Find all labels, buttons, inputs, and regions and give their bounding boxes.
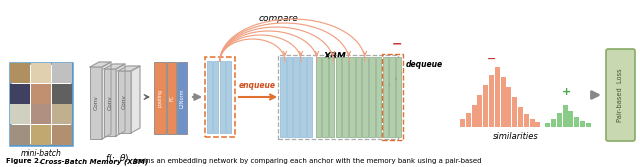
FancyBboxPatch shape	[300, 57, 306, 137]
FancyBboxPatch shape	[376, 57, 381, 137]
FancyBboxPatch shape	[322, 57, 328, 137]
FancyBboxPatch shape	[460, 119, 465, 127]
FancyBboxPatch shape	[167, 62, 176, 134]
Polygon shape	[102, 62, 111, 139]
FancyBboxPatch shape	[226, 61, 231, 133]
FancyBboxPatch shape	[10, 84, 30, 104]
FancyBboxPatch shape	[220, 61, 225, 133]
Polygon shape	[131, 66, 140, 133]
Text: similarities: similarities	[493, 132, 538, 141]
FancyBboxPatch shape	[512, 97, 517, 127]
FancyBboxPatch shape	[10, 63, 30, 83]
Polygon shape	[90, 62, 111, 67]
FancyBboxPatch shape	[369, 57, 374, 137]
FancyBboxPatch shape	[10, 104, 30, 124]
FancyBboxPatch shape	[31, 104, 51, 124]
FancyBboxPatch shape	[483, 85, 488, 127]
FancyBboxPatch shape	[104, 69, 116, 136]
Text: pooling: pooling	[157, 89, 163, 107]
FancyBboxPatch shape	[551, 119, 556, 127]
Text: mini-batch: mini-batch	[20, 149, 61, 158]
FancyBboxPatch shape	[10, 63, 72, 145]
FancyBboxPatch shape	[574, 117, 579, 127]
Text: Conv: Conv	[93, 96, 99, 110]
Text: L2Norm: L2Norm	[179, 88, 184, 108]
Text: $f(\cdot,\theta)$: $f(\cdot,\theta)$	[105, 152, 129, 164]
FancyBboxPatch shape	[52, 63, 72, 83]
FancyBboxPatch shape	[342, 57, 348, 137]
FancyBboxPatch shape	[495, 67, 500, 127]
FancyBboxPatch shape	[606, 49, 635, 141]
Text: Cross-Batch Memory (XBM): Cross-Batch Memory (XBM)	[40, 158, 148, 165]
FancyBboxPatch shape	[580, 121, 585, 127]
FancyBboxPatch shape	[536, 122, 540, 127]
Text: compare: compare	[259, 14, 298, 23]
Text: Conv: Conv	[122, 95, 127, 109]
FancyBboxPatch shape	[335, 57, 341, 137]
FancyBboxPatch shape	[329, 57, 334, 137]
FancyBboxPatch shape	[586, 123, 591, 127]
FancyBboxPatch shape	[557, 113, 562, 127]
FancyBboxPatch shape	[506, 87, 511, 127]
Text: +: +	[562, 87, 571, 97]
FancyBboxPatch shape	[563, 105, 568, 127]
FancyBboxPatch shape	[31, 63, 51, 83]
FancyBboxPatch shape	[280, 57, 285, 137]
FancyBboxPatch shape	[477, 95, 483, 127]
FancyBboxPatch shape	[213, 61, 218, 133]
FancyBboxPatch shape	[307, 57, 312, 137]
Polygon shape	[116, 64, 125, 136]
Text: enqueue: enqueue	[239, 81, 275, 90]
FancyBboxPatch shape	[52, 104, 72, 124]
FancyBboxPatch shape	[545, 123, 550, 127]
FancyBboxPatch shape	[10, 125, 30, 145]
FancyBboxPatch shape	[568, 111, 573, 127]
FancyBboxPatch shape	[362, 57, 368, 137]
FancyBboxPatch shape	[489, 75, 494, 127]
FancyBboxPatch shape	[356, 57, 361, 137]
FancyBboxPatch shape	[349, 57, 355, 137]
FancyBboxPatch shape	[316, 57, 321, 137]
Text: XBM: XBM	[324, 52, 346, 61]
FancyBboxPatch shape	[500, 77, 506, 127]
FancyBboxPatch shape	[524, 114, 529, 127]
FancyBboxPatch shape	[389, 57, 395, 137]
Text: Conv: Conv	[108, 95, 113, 110]
FancyBboxPatch shape	[31, 125, 51, 145]
FancyBboxPatch shape	[383, 57, 388, 137]
Text: −: −	[391, 38, 402, 51]
FancyBboxPatch shape	[207, 61, 212, 133]
FancyBboxPatch shape	[396, 57, 401, 137]
Text: trains an embedding network by comparing each anchor with the memory bank using : trains an embedding network by comparing…	[132, 158, 481, 164]
FancyBboxPatch shape	[287, 57, 292, 137]
FancyBboxPatch shape	[52, 84, 72, 104]
FancyBboxPatch shape	[177, 62, 187, 134]
FancyBboxPatch shape	[118, 71, 131, 133]
FancyBboxPatch shape	[530, 119, 534, 127]
FancyBboxPatch shape	[293, 57, 299, 137]
Text: FC: FC	[169, 95, 174, 101]
Polygon shape	[118, 66, 140, 71]
FancyBboxPatch shape	[518, 107, 523, 127]
Text: −: −	[487, 54, 496, 64]
Polygon shape	[104, 64, 125, 69]
Text: Figure 2.: Figure 2.	[6, 158, 44, 164]
FancyBboxPatch shape	[31, 84, 51, 104]
FancyBboxPatch shape	[466, 113, 471, 127]
Text: Pair-based  Loss: Pair-based Loss	[618, 68, 623, 122]
FancyBboxPatch shape	[154, 62, 166, 134]
FancyBboxPatch shape	[90, 67, 102, 139]
FancyBboxPatch shape	[472, 105, 477, 127]
Text: dequeue: dequeue	[406, 60, 443, 69]
FancyBboxPatch shape	[52, 125, 72, 145]
